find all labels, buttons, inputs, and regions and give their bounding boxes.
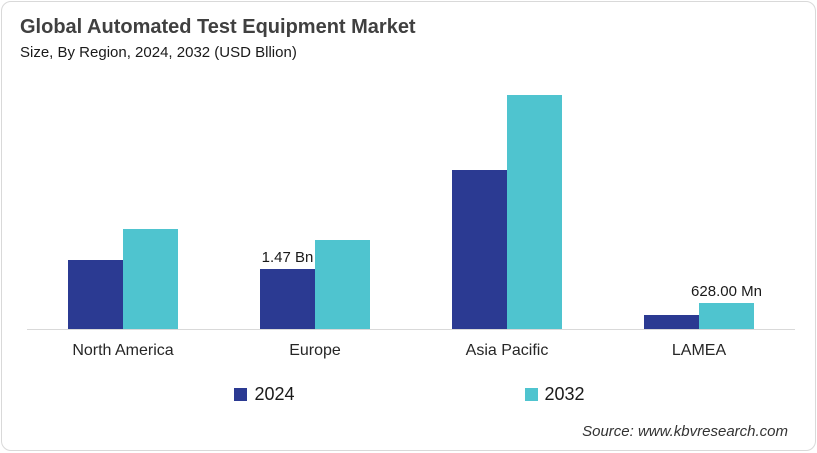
bar-2032-asia-pacific [507, 95, 562, 329]
legend-item-2024: 2024 [234, 384, 295, 405]
bar-2024-lamea [644, 315, 699, 329]
bar-2024-asia-pacific [452, 170, 507, 329]
category-label-asia-pacific: Asia Pacific [465, 342, 549, 359]
bar-wrap-2032-lamea: 628.00 Mn [691, 283, 762, 329]
bar-2032-europe [315, 240, 370, 329]
bar-2024-north-america [68, 260, 123, 329]
chart-title: Global Automated Test Equipment Market [20, 16, 416, 38]
source-credit: Source: www.kbvresearch.com [582, 423, 788, 440]
bar-wrap-2032-asia-pacific [507, 95, 562, 329]
legend-label-2032: 2032 [544, 384, 585, 404]
legend-label-2024: 2024 [254, 384, 295, 404]
category-label-lamea: LAMEA [671, 342, 727, 359]
data-label-2032-lamea: 628.00 Mn [691, 283, 762, 300]
legend-swatch-2032 [524, 388, 538, 401]
bar-2032-lamea [699, 303, 754, 329]
category-label-north-america: North America [72, 342, 174, 359]
bar-group-lamea: 628.00 Mn [603, 86, 795, 329]
bar-2032-north-america [123, 229, 178, 329]
legend: 2024 2032 [2, 384, 815, 405]
bar-wrap-2024-asia-pacific [452, 170, 507, 329]
legend-item-2032: 2032 [524, 384, 585, 405]
bar-wrap-2032-north-america [123, 229, 178, 329]
bar-wrap-2024-europe: 1.47 Bn [260, 249, 315, 329]
legend-swatch-2024 [234, 388, 248, 401]
category-label-europe: Europe [289, 342, 341, 359]
bar-group-north-america [27, 86, 219, 329]
chart-subtitle: Size, By Region, 2024, 2032 (USD Bllion) [20, 44, 297, 61]
chart-header: Global Automated Test Equipment Market S… [20, 15, 416, 61]
data-label-2024-europe: 1.47 Bn [261, 249, 314, 266]
bar-group-asia-pacific [411, 86, 603, 329]
bar-group-europe: 1.47 Bn [219, 86, 411, 329]
category-axis: North America Europe Asia Pacific LAMEA [27, 342, 795, 360]
bar-wrap-2024-lamea [644, 315, 699, 329]
bar-2024-europe [260, 269, 315, 329]
bar-wrap-2024-north-america [68, 260, 123, 329]
plot-area: 1.47 Bn 628.00 Mn [27, 86, 795, 330]
bar-wrap-2032-europe [315, 240, 370, 329]
